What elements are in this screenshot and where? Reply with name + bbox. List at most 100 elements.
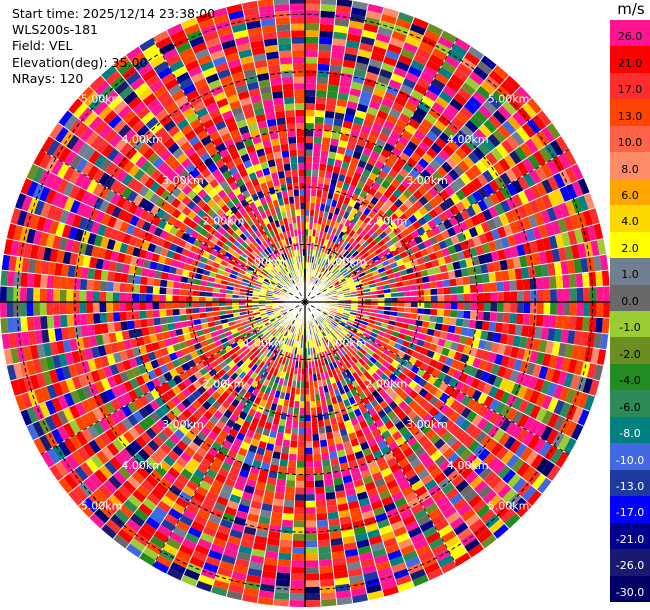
range-gate-cell — [328, 312, 336, 318]
range-gate-cell — [115, 408, 128, 422]
range-gate-cell — [538, 251, 548, 265]
range-gate-cell — [394, 141, 407, 152]
range-gate-cell — [294, 500, 305, 508]
range-gate-cell — [548, 354, 558, 369]
range-gate-cell — [574, 228, 584, 245]
range-gate-cell — [273, 598, 290, 607]
range-gate-cell — [205, 491, 219, 502]
range-gate-cell — [305, 566, 320, 574]
range-gate-cell — [433, 154, 446, 166]
range-gate-cell — [481, 350, 491, 362]
range-gate-cell — [268, 315, 276, 321]
range-gate-cell — [454, 176, 466, 189]
range-gate-cell — [355, 265, 363, 273]
range-gate-cell — [90, 454, 104, 469]
range-gate-cell — [281, 336, 287, 344]
range-gate-cell — [417, 435, 430, 447]
range-gate-cell — [364, 577, 381, 588]
range-gate-cell — [418, 332, 427, 341]
range-gate-cell — [222, 341, 231, 349]
range-gate-cell — [349, 339, 357, 347]
range-gate-cell — [272, 330, 279, 337]
range-gate-cell — [426, 147, 439, 160]
range-gate-cell — [438, 354, 448, 364]
range-gate-cell — [424, 89, 439, 102]
range-gate-cell — [193, 278, 202, 286]
range-gate-cell — [353, 526, 367, 536]
range-gate-cell — [573, 258, 582, 274]
range-gate-cell — [296, 454, 305, 462]
ray-gap-line — [272, 301, 306, 606]
range-gate-cell — [577, 408, 590, 427]
range-gate-cell — [367, 219, 376, 229]
range-gate-cell — [387, 549, 403, 561]
range-gate-cell — [164, 489, 179, 503]
range-gate-cell — [323, 268, 329, 276]
range-gate-cell — [424, 428, 437, 440]
range-gate-cell — [255, 318, 263, 324]
range-gate-cell — [151, 252, 160, 263]
range-gate-cell — [317, 346, 322, 354]
range-gate-cell — [281, 320, 288, 327]
range-gate-cell — [268, 409, 276, 418]
range-gate-cell — [334, 112, 345, 121]
range-gate-cell — [219, 360, 228, 369]
range-gate-cell — [92, 290, 100, 302]
range-gate-cell — [371, 205, 381, 215]
range-gate-cell — [317, 272, 322, 279]
range-gate-cell — [414, 446, 426, 458]
range-gate-cell — [299, 407, 305, 415]
range-gate-cell — [492, 460, 506, 475]
range-gate-cell — [331, 368, 338, 377]
range-gate-cell — [434, 322, 443, 331]
range-gate-cell — [476, 311, 484, 321]
range-gate-cell — [0, 270, 9, 287]
range-gate-cell — [521, 465, 536, 482]
range-gate-cell — [469, 475, 484, 490]
range-gate-cell — [488, 385, 499, 399]
range-gate-cell — [358, 271, 366, 278]
range-gate-cell — [280, 452, 290, 461]
range-gate-cell — [13, 316, 22, 333]
range-gate-cell — [305, 381, 310, 389]
range-gate-cell — [357, 435, 367, 445]
range-gate-cell — [511, 396, 524, 411]
range-gate-cell — [332, 259, 339, 266]
range-gate-cell — [407, 497, 421, 509]
range-gate-cell — [444, 395, 456, 408]
range-gate-cell — [517, 190, 530, 205]
ray-gap-line — [0, 285, 306, 303]
range-gate-cell — [375, 262, 384, 270]
range-gate-cell — [318, 324, 324, 331]
range-gate-cell — [88, 256, 98, 269]
range-gate-cell — [214, 435, 226, 446]
range-gate-cell — [361, 84, 375, 94]
range-gate-cell — [221, 373, 230, 382]
range-gate-cell — [554, 355, 565, 371]
range-gate-cell — [98, 464, 113, 480]
ray-gap-line — [112, 301, 306, 540]
range-gate-cell — [357, 49, 372, 59]
range-gate-cell — [575, 272, 584, 288]
range-gate-cell — [205, 291, 213, 298]
range-gate-cell — [169, 368, 179, 379]
range-gate-cell — [112, 351, 123, 364]
range-gate-cell — [176, 473, 190, 486]
range-gate-cell — [291, 560, 305, 568]
range-gate-cell — [305, 16, 320, 24]
range-gate-cell — [245, 478, 257, 488]
range-gate-cell — [361, 564, 378, 575]
range-gate-cell — [371, 298, 378, 302]
range-gate-cell — [323, 278, 330, 285]
range-gate-cell — [333, 269, 340, 276]
range-gate-cell — [104, 401, 116, 415]
range-gate-cell — [503, 247, 513, 260]
range-gate-cell — [552, 384, 564, 400]
range-gate-cell — [279, 318, 286, 325]
range-gate-cell — [14, 394, 27, 412]
range-gate-cell — [149, 511, 165, 525]
range-gate-cell — [385, 114, 399, 125]
range-gate-cell — [286, 352, 292, 360]
range-gate-cell — [281, 328, 287, 336]
range-gate-cell — [195, 446, 208, 458]
